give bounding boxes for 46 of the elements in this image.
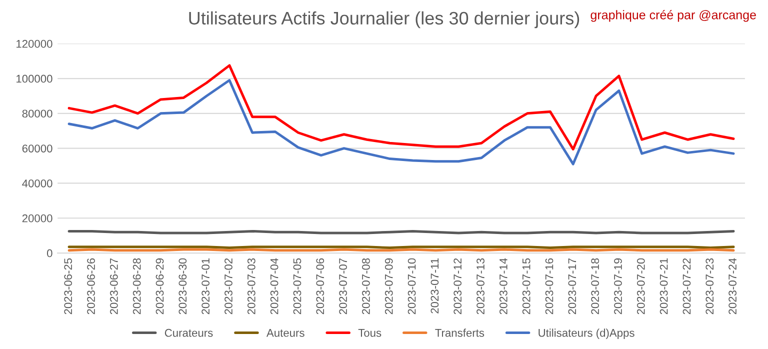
x-tick-label: 2023-07-16 bbox=[545, 258, 554, 314]
line-series bbox=[68, 64, 735, 150]
x-tick-label: 2023-07-15 bbox=[522, 258, 530, 314]
x-tick-label: 2023-07-23 bbox=[706, 258, 714, 314]
x-tick-label: 2023-07-01 bbox=[202, 258, 210, 314]
y-tick-label: 80000 bbox=[22, 110, 52, 118]
x-tick-label: 2023-07-22 bbox=[682, 258, 691, 314]
line-series bbox=[68, 79, 735, 166]
x-tick-label: 2023-07-19 bbox=[614, 258, 622, 314]
y-tick-label: 100000 bbox=[16, 74, 52, 83]
x-tick-label: 2023-06-30 bbox=[178, 258, 187, 314]
y-tick-label: 0 bbox=[46, 249, 52, 258]
x-tick-label: 2023-07-17 bbox=[568, 258, 576, 314]
x-tick-label: 2023-07-04 bbox=[270, 258, 278, 314]
x-tick-label: 2023-06-29 bbox=[156, 258, 164, 314]
x-tick-label: 2023-07-10 bbox=[408, 258, 416, 314]
x-tick-label: 2023-07-06 bbox=[316, 258, 324, 314]
text: graphique créé par @arcange bbox=[590, 10, 756, 22]
x-tick-label: 2023-06-25 bbox=[64, 258, 72, 314]
x-tick-label: 2023-07-20 bbox=[636, 258, 645, 314]
y-tick-label: 120000 bbox=[16, 40, 52, 48]
x-tick-label: 2023-07-09 bbox=[384, 258, 393, 314]
legend-label: Curateurs bbox=[164, 328, 213, 337]
x-tick-label: 2023-07-03 bbox=[247, 258, 256, 314]
y-tick-label: 60000 bbox=[22, 144, 52, 152]
x-tick-label: 2023-07-14 bbox=[500, 258, 508, 314]
x-tick-label: 2023-06-26 bbox=[87, 258, 95, 314]
x-tick-label: 2023-07-13 bbox=[476, 258, 484, 314]
x-tick-label: 2023-07-08 bbox=[362, 258, 370, 314]
x-tick-label: 2023-06-27 bbox=[110, 258, 118, 314]
x-tick-label: 2023-07-12 bbox=[454, 258, 462, 314]
x-tick-label: 2023-07-02 bbox=[224, 258, 232, 314]
x-tick-label: 2023-07-07 bbox=[339, 258, 347, 314]
legend-label: Tous bbox=[358, 329, 382, 337]
chart-title: Utilisateurs Actifs Journalier (les 30 dernier jours) bbox=[189, 11, 580, 28]
x-tick-label: 2023-07-05 bbox=[293, 258, 302, 314]
y-tick-label: 20000 bbox=[22, 214, 52, 222]
x-tick-label: 2023-07-11 bbox=[430, 258, 439, 314]
x-tick-label: 2023-07-21 bbox=[660, 258, 668, 314]
y-tick-label: 40000 bbox=[22, 179, 52, 188]
legend-label: Utilisateurs (d)Apps bbox=[538, 328, 634, 339]
x-tick-label: 2023-07-24 bbox=[728, 258, 736, 314]
legend-label: Auteurs bbox=[266, 329, 304, 337]
x-tick-label: 2023-07-18 bbox=[591, 258, 600, 314]
x-tick-label: 2023-06-28 bbox=[132, 258, 141, 314]
legend-label: Transferts bbox=[435, 328, 484, 337]
